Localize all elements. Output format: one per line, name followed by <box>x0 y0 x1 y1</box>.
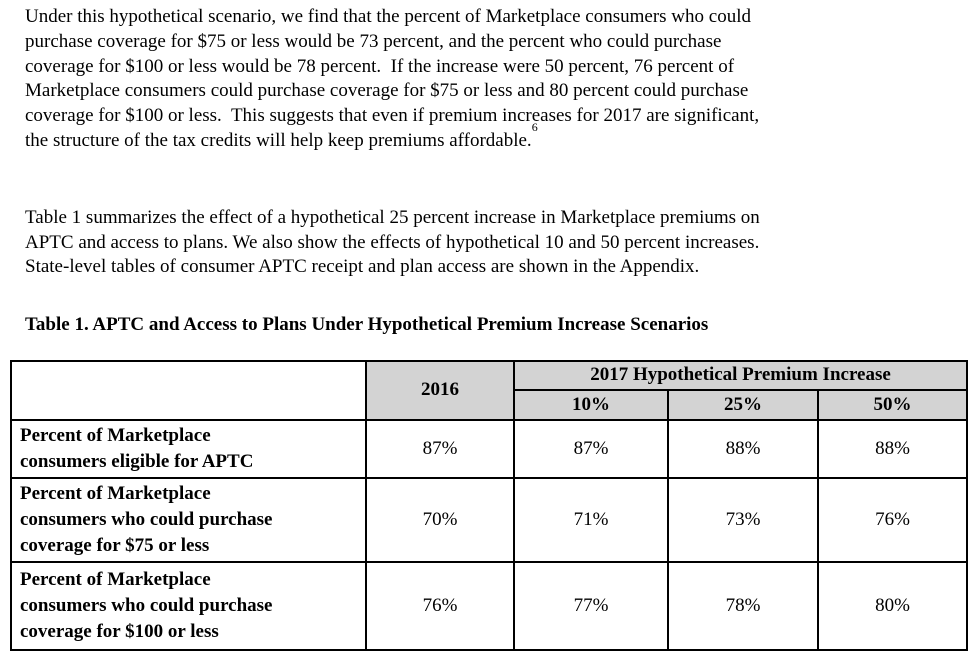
cell-coverage-100-25pct: 78% <box>667 560 819 651</box>
column-header-10-percent: 10% <box>513 388 669 421</box>
column-group-header-2017-hypothetical-premium-increase: 2017 Hypothetical Premium Increase <box>513 359 968 391</box>
table-row-coverage-100-or-less: Percent of Marketplace consumers who cou… <box>10 560 968 651</box>
column-header-25-percent: 25% <box>667 388 819 421</box>
cell-eligible-aptc-25pct: 88% <box>667 418 819 479</box>
cell-coverage-75-10pct: 71% <box>513 476 669 563</box>
aptc-access-to-plans-table: 2016 2017 Hypothetical Premium Increase … <box>10 359 968 651</box>
cell-coverage-100-2016: 76% <box>365 560 515 651</box>
cell-coverage-100-10pct: 77% <box>513 560 669 651</box>
table-row-eligible-for-aptc: Percent of Marketplace consumers eligibl… <box>10 418 968 479</box>
cell-eligible-aptc-10pct: 87% <box>513 418 669 479</box>
table-header-row-group: 2016 2017 Hypothetical Premium Increase <box>10 359 968 421</box>
paragraph-hypothetical-scenario: Under this hypothetical scenario, we fin… <box>25 0 961 154</box>
table-row-coverage-75-or-less: Percent of Marketplace consumers who cou… <box>10 476 968 563</box>
table-header-row-scenarios: 10% 25% 50% <box>11 388 968 421</box>
row-label-eligible-for-aptc: Percent of Marketplace consumers eligibl… <box>10 418 367 479</box>
column-header-50-percent: 50% <box>817 388 968 421</box>
table-corner-cell <box>10 359 367 421</box>
footnote-reference-6: 6 <box>531 119 538 134</box>
paragraph-table-1-summary: Table 1 summarizes the effect of a hypot… <box>25 206 760 278</box>
cell-coverage-100-50pct: 80% <box>817 560 968 651</box>
row-label-coverage-100-or-less: Percent of Marketplace consumers who cou… <box>10 560 367 651</box>
paragraph-hypothetical-scenario-text: Under this hypothetical scenario, we fin… <box>25 6 760 151</box>
cell-eligible-aptc-2016: 87% <box>365 418 515 479</box>
cell-coverage-75-2016: 70% <box>365 476 515 563</box>
column-header-2016: 2016 <box>365 359 515 421</box>
cell-coverage-75-50pct: 76% <box>817 476 968 563</box>
table-1-title: Table 1. APTC and Access to Plans Under … <box>25 314 709 336</box>
row-label-coverage-75-or-less: Percent of Marketplace consumers who cou… <box>10 476 367 563</box>
cell-eligible-aptc-50pct: 88% <box>817 418 968 479</box>
cell-coverage-75-25pct: 73% <box>667 476 819 563</box>
